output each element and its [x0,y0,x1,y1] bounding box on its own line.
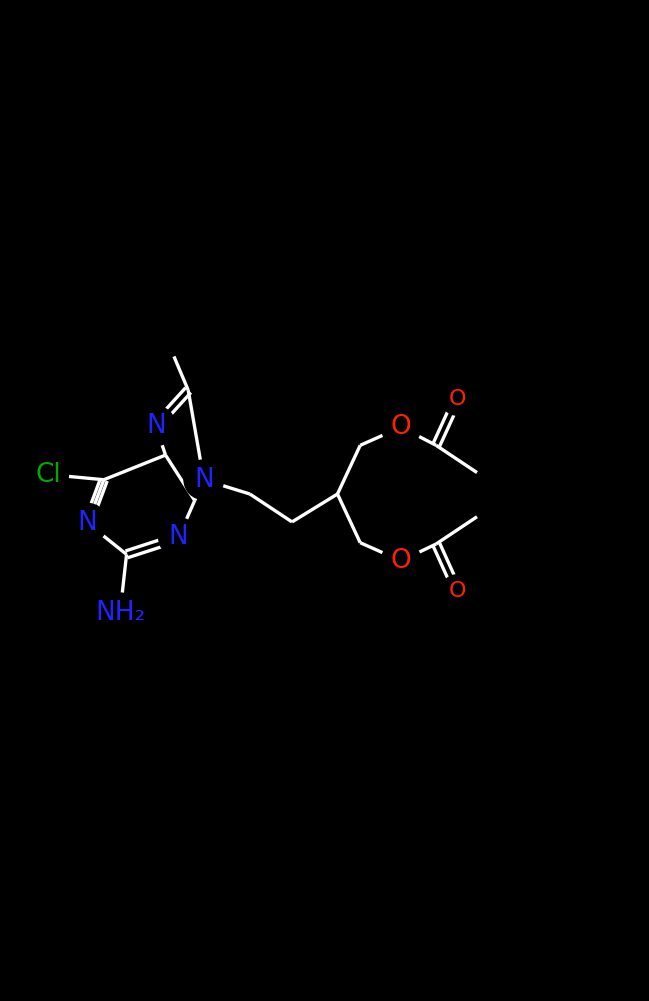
Text: NH₂: NH₂ [95,600,145,626]
Text: N: N [169,525,188,551]
Circle shape [441,575,474,608]
Circle shape [184,460,223,499]
Text: N: N [78,511,97,537]
Circle shape [159,518,198,558]
Text: O: O [449,388,466,408]
Text: N: N [194,466,214,492]
Text: N: N [146,412,165,438]
Text: Cl: Cl [36,461,62,487]
Circle shape [382,407,421,446]
Circle shape [68,504,107,543]
Circle shape [29,454,68,494]
Text: O: O [449,582,466,602]
Text: O: O [391,414,411,440]
Circle shape [441,382,474,415]
Circle shape [101,593,140,633]
Circle shape [136,406,175,445]
Circle shape [382,542,421,581]
Text: O: O [391,548,411,574]
